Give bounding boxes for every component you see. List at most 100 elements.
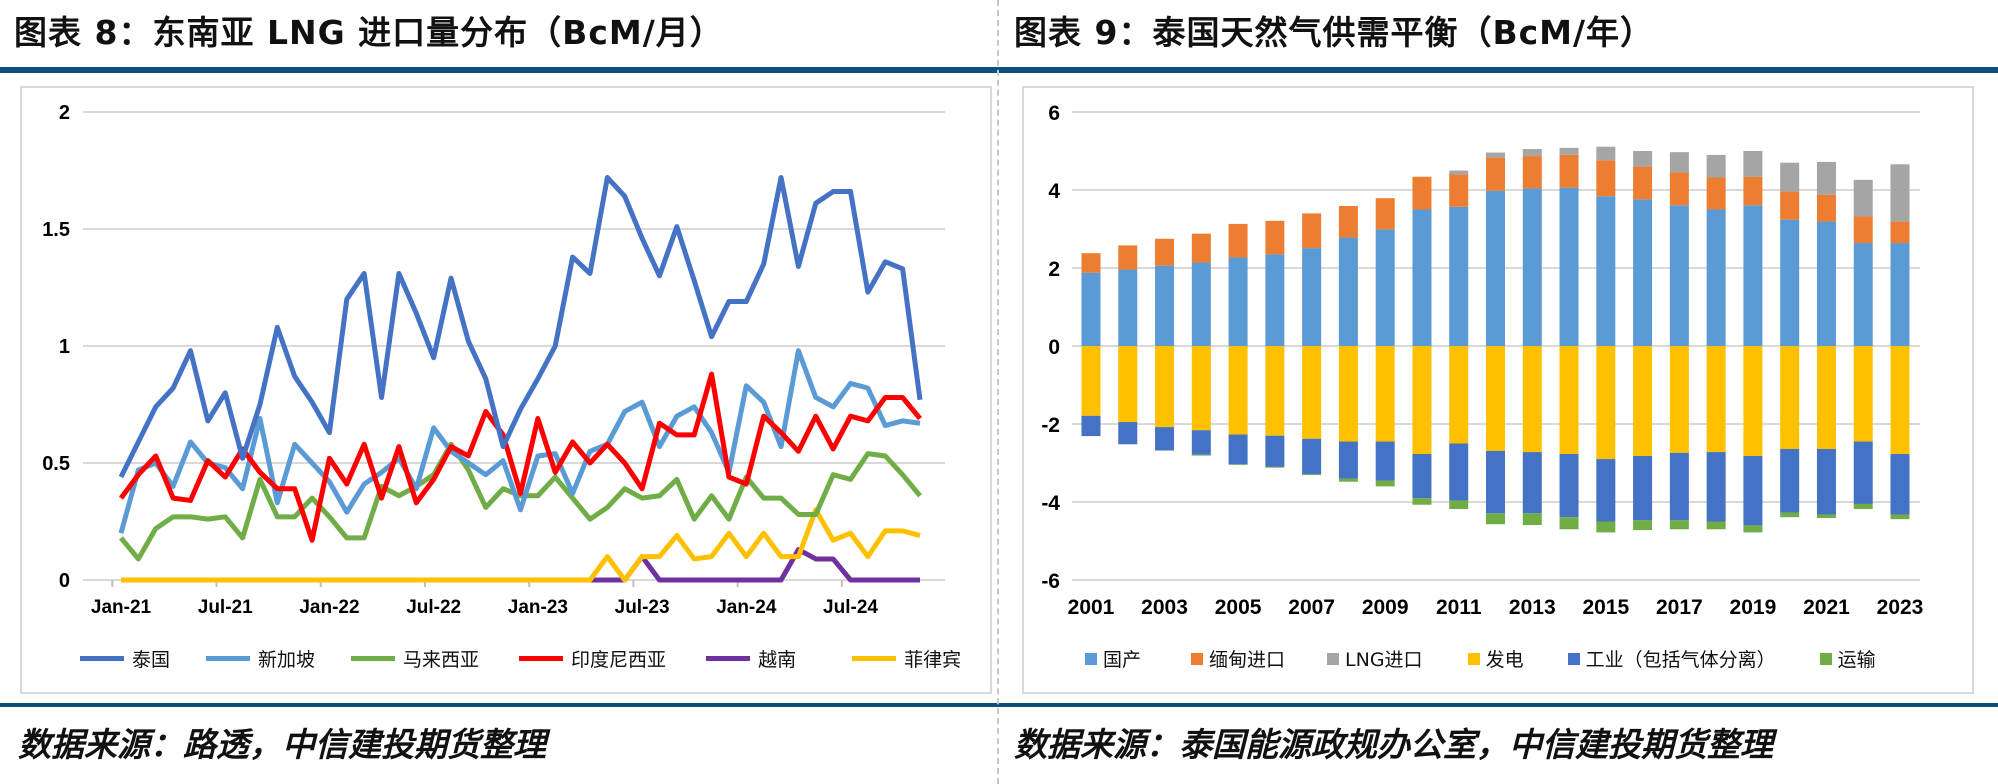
y-tick-label: 2 [1048, 258, 1060, 281]
bar-segment-2-2017 [1669, 152, 1689, 173]
bar-segment-4-2022 [1853, 441, 1873, 504]
bar-segment-5-2018 [1706, 521, 1726, 530]
bar-segment-3-2008 [1338, 346, 1358, 442]
y-tick-label: 1.5 [42, 219, 70, 241]
bar-segment-1-2018 [1706, 177, 1726, 210]
bar-segment-3-2015 [1596, 346, 1616, 460]
bar-segment-0-2021 [1816, 221, 1836, 346]
legend-square-marker [1085, 652, 1097, 665]
bar-segment-4-2017 [1669, 452, 1689, 521]
legend-line-marker [206, 656, 251, 661]
bar-segment-2-2018 [1706, 154, 1726, 178]
bar-segment-0-2006 [1265, 254, 1285, 346]
bar-segment-5-2022 [1853, 503, 1873, 510]
bar-segment-4-2018 [1706, 452, 1726, 522]
bar-segment-5-2020 [1780, 512, 1800, 518]
bar-segment-4-2005 [1228, 434, 1248, 465]
bar-segment-1-2023 [1890, 221, 1910, 244]
bar-segment-5-2023 [1890, 514, 1910, 520]
y-tick-label: 6 [1048, 102, 1060, 125]
bar-segment-1-2017 [1669, 172, 1689, 206]
x-tick-label: Jul-23 [615, 597, 670, 618]
bar-segment-1-2002 [1118, 245, 1138, 270]
bar-segment-4-2006 [1265, 435, 1285, 467]
legend-line-marker [852, 656, 897, 661]
bar-segment-0-2014 [1559, 187, 1579, 346]
stacked-bar-chart: -6 -4 -2 0 2 4 6 2001 2003 2005 2007 2009 2011 2013 20… [1041, 102, 1924, 619]
bar-segment-4-2015 [1596, 459, 1616, 522]
bar-segment-2-2014 [1559, 147, 1579, 155]
legend-item: 国产 [1085, 645, 1141, 672]
x-tick-label: 2023 [1877, 596, 1924, 619]
right-source-note: 数据来源：泰国能源政规办公室，中信建投期货整理 [1014, 725, 1773, 764]
footer-rule [0, 703, 1998, 707]
bar-segment-4-2009 [1375, 441, 1395, 481]
legend-line-marker [519, 656, 564, 661]
bar-segment-1-2012 [1486, 157, 1505, 191]
bar-segment-5-2019 [1743, 525, 1763, 533]
bar-segment-3-2006 [1265, 346, 1285, 436]
bar-segment-0-2004 [1191, 262, 1211, 346]
bar-segment-0-2013 [1522, 188, 1542, 346]
left-chart-frame [20, 86, 992, 694]
bar-segment-0-2007 [1302, 248, 1322, 346]
bar-segment-1-2020 [1780, 191, 1800, 220]
bar-segment-3-2019 [1743, 346, 1763, 456]
bar-segment-1-2021 [1816, 194, 1836, 222]
bar-segment-5-2016 [1633, 520, 1653, 531]
bar-segment-0-2022 [1853, 243, 1873, 346]
line-chart: 0 0.5 1 1.5 2 Jan-21 Jul-21 Jan-22 Jul-22 Jan-23 J… [42, 102, 945, 618]
legend-line-marker [706, 656, 751, 661]
y-tick-label: 1 [59, 336, 70, 358]
panel-divider [997, 0, 999, 784]
bar-segment-5-2013 [1522, 513, 1542, 526]
x-tick-label: Jul-22 [406, 597, 461, 618]
bar-segment-1-2001 [1081, 253, 1101, 273]
x-tick-label: Jan-24 [716, 597, 777, 618]
bar-segment-4-2023 [1890, 454, 1910, 515]
bar-segment-3-2021 [1816, 346, 1836, 449]
x-tick-label: Jan-22 [299, 597, 359, 618]
bar-segment-2-2022 [1853, 179, 1873, 217]
bar-segment-2-2019 [1743, 151, 1763, 177]
bar-segment-5-2005 [1228, 464, 1248, 465]
bar-segment-1-2003 [1155, 238, 1175, 266]
bar-segment-0-2020 [1780, 219, 1800, 346]
x-tick-label: 2011 [1436, 596, 1482, 619]
bar-segment-0-2015 [1596, 196, 1616, 346]
x-tick-label: 2001 [1068, 596, 1115, 619]
bar-segment-5-2021 [1816, 514, 1836, 518]
line-chart-legend: 泰国 新加坡 马来西亚 印度尼西亚 越南 菲律宾 [80, 645, 961, 672]
legend-label: 印度尼西亚 [571, 649, 667, 671]
legend-item: 菲律宾 [852, 645, 961, 672]
bar-segment-3-2012 [1486, 346, 1505, 451]
bar-segment-2-2021 [1816, 161, 1836, 195]
legend-item: 缅甸进口 [1191, 645, 1285, 672]
bar-segment-4-2012 [1486, 450, 1505, 514]
bar-segment-5-2006 [1265, 466, 1285, 468]
legend-square-marker [1191, 652, 1204, 665]
bar-segment-0-2009 [1375, 229, 1395, 346]
bar-segment-0-2005 [1228, 257, 1248, 346]
legend-item: 印度尼西亚 [519, 645, 666, 672]
bar-segment-2-2023 [1890, 164, 1910, 222]
legend-label: 菲律宾 [904, 649, 962, 671]
bar-segment-4-2004 [1191, 430, 1211, 455]
legend-label: LNG进口 [1345, 649, 1423, 671]
bar-segment-3-2010 [1412, 346, 1432, 455]
bar-segment-5-2007 [1302, 474, 1322, 476]
x-tick-label: Jul-21 [198, 597, 253, 618]
bar-segment-0-2019 [1743, 205, 1763, 346]
legend-square-marker [1467, 652, 1480, 665]
bar-segment-4-2016 [1633, 455, 1653, 521]
bar-segment-3-2003 [1155, 346, 1175, 428]
bar-segment-4-2003 [1155, 427, 1175, 451]
x-tick-label: Jul-24 [823, 597, 878, 618]
legend-item: 越南 [706, 645, 796, 672]
bar-segment-4-2001 [1081, 415, 1101, 437]
header-rule [0, 67, 1998, 73]
bar-segment-3-2009 [1375, 346, 1395, 442]
bar-segment-3-2001 [1081, 346, 1101, 416]
x-tick-label: 2017 [1656, 596, 1703, 619]
bar-segment-5-2014 [1559, 517, 1579, 530]
